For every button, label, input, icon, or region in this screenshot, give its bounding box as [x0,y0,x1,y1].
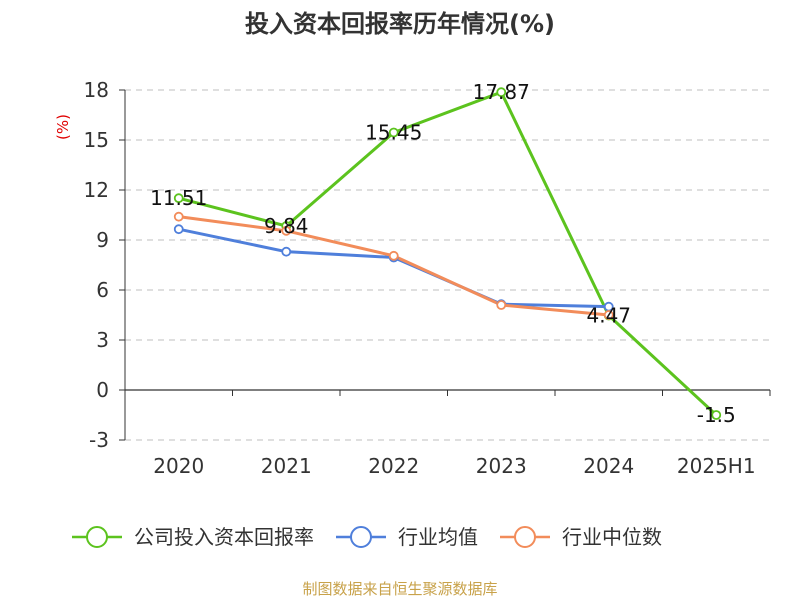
data-label: 15.45 [365,121,422,145]
y-tick-label: 18 [84,78,109,102]
data-label: 17.87 [473,80,530,104]
series-line [178,227,609,309]
series-line [178,215,609,317]
x-tick-label: 2020 [153,454,204,478]
y-tick-label: 9 [96,228,109,252]
y-tick-label: 3 [96,328,109,352]
data-point [173,211,184,222]
y-tick-label: 0 [96,378,109,402]
data-label: 9.84 [264,214,309,238]
x-tick-label: 2025H1 [677,454,756,478]
legend-marker-icon [86,526,108,548]
x-tick-label: 2023 [476,454,527,478]
y-tick-label: -3 [89,428,109,452]
data-label: -1.5 [697,403,736,427]
y-tick-label: 15 [84,128,109,152]
axes: -3 0 3 6 9 12 15 18 2020 2021 2022 2023 2024 2025H1 [84,78,771,478]
legend-label: 行业中位数 [562,525,662,549]
data-point [281,225,292,236]
x-tick-label: 2021 [261,454,312,478]
legend-item[interactable]: 公司投入资本回报率 [72,525,314,549]
data-labels: 11.51 9.84 15.45 17.87 4.47 -1.5 [150,80,736,427]
data-point [173,224,184,235]
grid-lines [125,89,770,441]
y-axis-unit: (%) [54,114,72,140]
data-point [496,300,507,310]
data-point [388,250,399,261]
y-tick-label: 6 [96,278,109,302]
data-point [173,193,184,204]
data-label: 4.47 [586,304,631,328]
source-note: 制图数据来自恒生聚源数据库 [302,580,497,598]
series-group [173,87,722,420]
x-tick-label: 2022 [368,454,419,478]
series-line [178,90,718,417]
data-point [711,410,722,420]
x-tick-label: 2024 [583,454,634,478]
chart-title: 投入资本回报率历年情况(%) [245,10,555,38]
legend-marker-icon [514,526,536,548]
legend-label: 行业均值 [398,525,478,549]
data-label: 11.51 [150,186,207,210]
data-point [281,246,292,257]
legend-marker-icon [350,526,372,548]
legend-item[interactable]: 行业中位数 [500,525,662,549]
data-point [496,87,507,98]
legend-label: 公司投入资本回报率 [134,525,314,549]
legend-item[interactable]: 行业均值 [336,525,478,549]
legend[interactable]: 公司投入资本回报率 行业均值 行业中位数 [72,525,662,549]
data-point [603,310,614,320]
y-tick-label: 12 [84,178,109,202]
data-point [388,127,399,138]
